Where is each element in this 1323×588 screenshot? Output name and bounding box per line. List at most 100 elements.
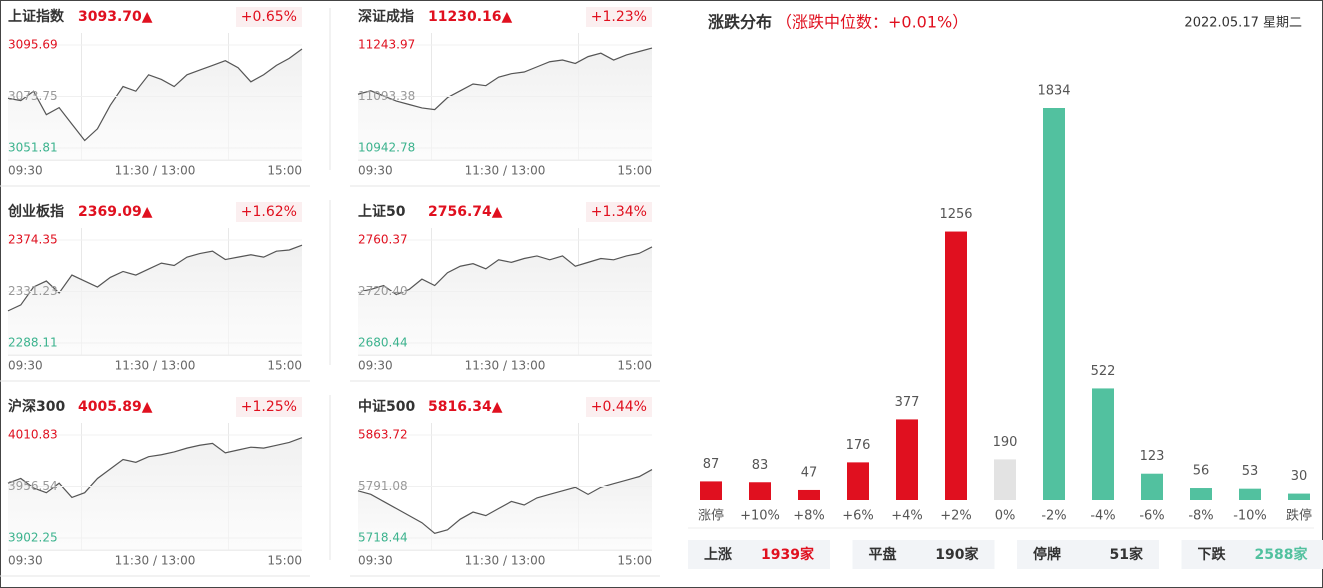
value-label: 53 <box>1242 464 1259 479</box>
bar <box>1190 488 1212 500</box>
index-name: 上证指数 <box>8 8 65 25</box>
y-tick-label: 2374.35 <box>8 233 58 247</box>
index-change: +1.25% <box>241 399 297 415</box>
value-label: 47 <box>801 465 818 480</box>
y-tick-label: 4010.83 <box>8 428 58 442</box>
value-label: 176 <box>846 438 871 453</box>
x-tick-label: 涨停 <box>698 508 724 524</box>
value-label: 123 <box>1140 449 1165 464</box>
y-tick-label: 11243.97 <box>358 38 415 52</box>
value-label: 377 <box>895 395 920 410</box>
x-tick-label: 15:00 <box>617 359 652 373</box>
y-tick-label: 2331.23 <box>8 284 58 298</box>
x-tick-label: 跌停 <box>1286 508 1312 524</box>
y-tick-label: 10942.78 <box>358 141 415 155</box>
area <box>358 246 652 355</box>
summary-value: 190家 <box>935 546 979 563</box>
area <box>8 437 302 550</box>
x-tick-label: -2% <box>1041 509 1066 524</box>
summary-box <box>1181 540 1323 569</box>
x-tick-label: 15:00 <box>617 164 652 178</box>
index-price: 4005.89▲ <box>78 399 153 415</box>
index-change: +1.34% <box>591 204 647 220</box>
price-line <box>7 437 303 499</box>
value-label: 1256 <box>939 207 972 222</box>
x-tick-label: 11:30 / 13:00 <box>115 554 196 568</box>
value-label: 190 <box>993 435 1018 450</box>
value-label: 83 <box>752 458 769 473</box>
change-box <box>236 7 302 27</box>
summary-label: 上涨 <box>704 547 732 563</box>
y-tick-label: 2760.37 <box>358 233 408 247</box>
index-name: 深证成指 <box>358 8 414 25</box>
x-tick-label: +6% <box>842 509 874 524</box>
x-tick-label: 11:30 / 13:00 <box>115 164 196 178</box>
y-tick-label: 3051.81 <box>8 141 58 155</box>
x-tick-label: -4% <box>1090 509 1115 524</box>
price-line <box>357 47 653 111</box>
value-label: 56 <box>1193 464 1210 479</box>
index-change: +0.44% <box>591 399 647 415</box>
x-tick-label: 15:00 <box>267 554 302 568</box>
area <box>8 48 302 160</box>
chart-subtitle: （涨跌中位数：+0.01%） <box>776 13 968 32</box>
index-change: +1.62% <box>241 204 297 220</box>
index-price: 11230.16▲ <box>428 9 513 25</box>
change-box <box>586 202 652 222</box>
index-price: 2369.09▲ <box>78 204 153 220</box>
summary-box <box>1017 540 1159 569</box>
y-tick-label: 2288.11 <box>8 336 58 350</box>
y-tick-label: 3956.54 <box>8 479 58 493</box>
index-name: 沪深300 <box>8 398 65 415</box>
change-box <box>236 397 302 417</box>
index-price: 3093.70▲ <box>78 9 153 25</box>
index-name: 中证500 <box>358 398 415 415</box>
area <box>358 48 652 160</box>
y-tick-label: 3902.25 <box>8 531 58 545</box>
x-tick-label: +2% <box>940 509 972 524</box>
x-tick-label: 15:00 <box>267 359 302 373</box>
value-label: 1834 <box>1037 84 1070 99</box>
index-change: +1.23% <box>591 9 647 25</box>
value-label: 87 <box>703 457 720 472</box>
bar <box>1092 388 1114 500</box>
summary-box <box>688 540 830 569</box>
x-tick-label: 09:30 <box>8 359 43 373</box>
x-tick-label: 09:30 <box>8 554 43 568</box>
value-label: 30 <box>1291 469 1308 484</box>
x-tick-label: 11:30 / 13:00 <box>465 554 546 568</box>
x-tick-label: 09:30 <box>358 554 393 568</box>
bar <box>945 231 967 500</box>
x-tick-label: +8% <box>793 509 825 524</box>
x-tick-label: -8% <box>1188 509 1213 524</box>
chart-title: 涨跌分布 <box>708 13 772 32</box>
index-price: 5816.34▲ <box>428 399 503 415</box>
y-tick-label: 5863.72 <box>358 428 408 442</box>
area <box>8 245 302 355</box>
x-tick-label: 09:30 <box>358 359 393 373</box>
x-tick-label: 09:30 <box>358 164 393 178</box>
x-tick-label: -10% <box>1233 509 1267 524</box>
bar <box>896 419 918 500</box>
bar <box>847 462 869 500</box>
summary-label: 平盘 <box>869 546 897 563</box>
bar <box>700 481 722 500</box>
bar <box>1239 488 1261 500</box>
summary-value: 1939家 <box>761 546 815 563</box>
bar <box>1141 473 1163 500</box>
bar <box>798 489 820 500</box>
bar <box>1288 493 1310 500</box>
summary-value: 51家 <box>1110 546 1144 563</box>
x-tick-label: +4% <box>891 509 923 524</box>
summary-label: 停牌 <box>1033 546 1061 563</box>
x-tick-label: 11:30 / 13:00 <box>465 359 546 373</box>
bar <box>749 482 771 500</box>
x-tick-label: 15:00 <box>617 554 652 568</box>
summary-value: 2588家 <box>1255 546 1309 563</box>
x-tick-label: 11:30 / 13:00 <box>465 164 546 178</box>
x-tick-label: 0% <box>995 509 1016 524</box>
change-box <box>586 7 652 27</box>
change-box <box>586 397 652 417</box>
y-tick-label: 5791.08 <box>358 479 408 493</box>
